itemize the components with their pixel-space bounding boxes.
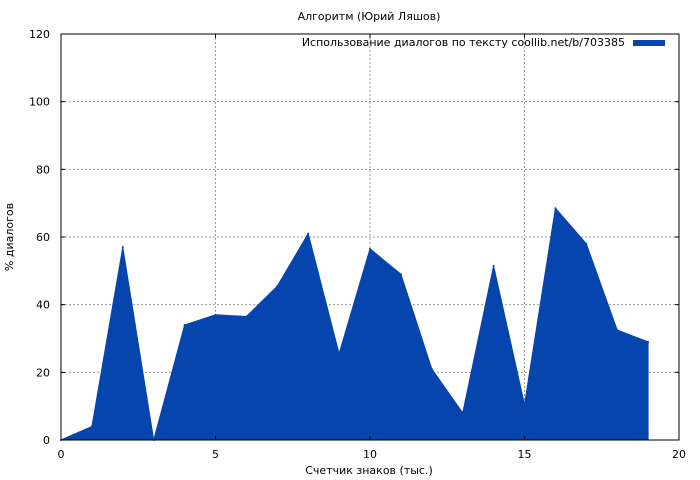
axis-ticks: 0 5 10 15 20 0 20 40 60 80 100 120 (29, 28, 686, 461)
data-point (616, 329, 619, 332)
data-point (585, 242, 588, 245)
y-tick-label: 120 (29, 28, 50, 41)
data-point (338, 352, 341, 355)
chart-title: Алгоритм (Юрий Ляшов) (298, 10, 441, 23)
y-axis-label: % диалогов (3, 203, 16, 271)
data-point (183, 323, 186, 326)
x-tick-label: 10 (363, 448, 377, 461)
legend-swatch (633, 40, 665, 46)
y-tick-label: 0 (43, 434, 50, 447)
y-tick-label: 60 (36, 231, 50, 244)
data-point (276, 285, 279, 288)
data-point (554, 207, 557, 210)
data-point (647, 340, 650, 343)
x-tick-label: 20 (672, 448, 686, 461)
data-point (399, 273, 402, 276)
x-axis-label: Счетчик знаков (тыс.) (305, 464, 433, 477)
data-point (430, 367, 433, 370)
data-point (214, 313, 217, 316)
data-point (461, 411, 464, 414)
data-point (245, 315, 248, 318)
data-point (121, 246, 124, 249)
x-tick-label: 15 (518, 448, 532, 461)
legend-label: Использование диалогов по тексту coollib… (302, 36, 625, 49)
data-point (523, 403, 526, 406)
y-tick-label: 40 (36, 299, 50, 312)
x-tick-label: 5 (212, 448, 219, 461)
data-area-layer (60, 207, 650, 441)
series-area (60, 207, 649, 441)
data-point (90, 425, 93, 428)
data-point (307, 232, 310, 235)
y-tick-label: 80 (36, 163, 50, 176)
data-point (369, 247, 371, 250)
y-tick-label: 20 (36, 366, 50, 379)
data-point (492, 264, 495, 267)
x-tick-label: 0 (58, 448, 65, 461)
legend: Использование диалогов по тексту coollib… (302, 36, 665, 49)
y-tick-label: 100 (29, 96, 50, 109)
